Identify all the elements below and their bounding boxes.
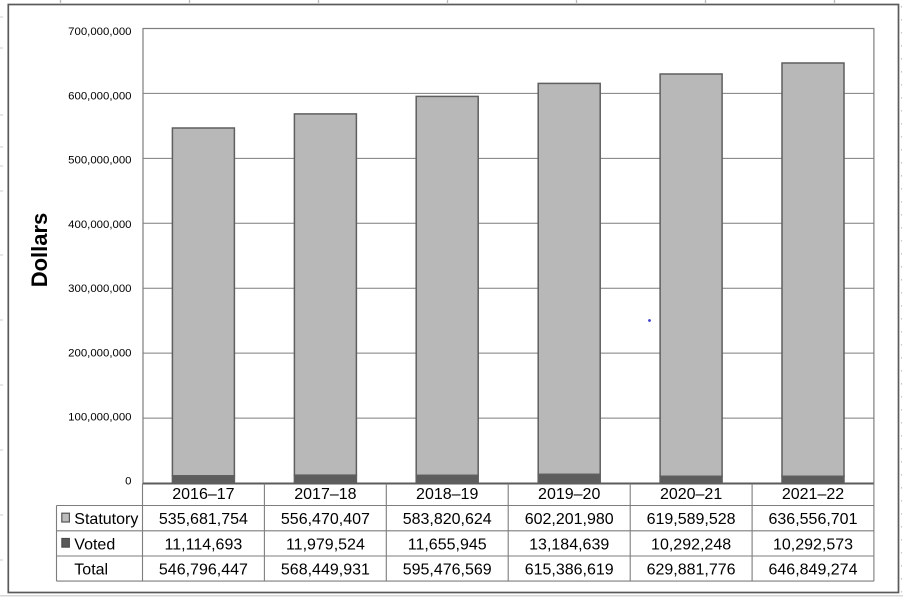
svg-text:500,000,000: 500,000,000 xyxy=(68,155,131,167)
svg-text:Statutory: Statutory xyxy=(74,511,138,528)
svg-text:700,000,000: 700,000,000 xyxy=(68,26,131,38)
svg-text:2020–21: 2020–21 xyxy=(660,486,722,503)
svg-text:Total: Total xyxy=(74,561,108,578)
svg-text:2018–19: 2018–19 xyxy=(416,486,478,503)
svg-text:0: 0 xyxy=(125,476,131,488)
svg-text:636,556,701: 636,556,701 xyxy=(769,511,858,528)
svg-text:400,000,000: 400,000,000 xyxy=(68,219,131,231)
svg-text:2021–22: 2021–22 xyxy=(782,486,844,503)
svg-text:11,114,693: 11,114,693 xyxy=(165,536,243,553)
svg-text:600,000,000: 600,000,000 xyxy=(68,91,131,103)
svg-text:646,849,274: 646,849,274 xyxy=(769,561,858,578)
svg-text:583,820,624: 583,820,624 xyxy=(403,511,492,528)
svg-text:10,292,248: 10,292,248 xyxy=(651,536,731,553)
svg-text:615,386,619: 615,386,619 xyxy=(525,561,614,578)
svg-text:13,184,639: 13,184,639 xyxy=(529,536,609,553)
svg-text:10,292,573: 10,292,573 xyxy=(773,536,853,553)
svg-text:200,000,000: 200,000,000 xyxy=(68,348,131,360)
svg-text:2016–17: 2016–17 xyxy=(172,486,234,503)
svg-text:535,681,754: 535,681,754 xyxy=(159,511,248,528)
svg-text:619,589,528: 619,589,528 xyxy=(647,511,736,528)
svg-text:602,201,980: 602,201,980 xyxy=(525,511,614,528)
svg-text:11,655,945: 11,655,945 xyxy=(408,536,487,553)
svg-text:11,979,524: 11,979,524 xyxy=(286,536,365,553)
svg-text:2019–20: 2019–20 xyxy=(538,486,600,503)
svg-text:556,470,407: 556,470,407 xyxy=(281,511,370,528)
svg-text:2017–18: 2017–18 xyxy=(294,486,356,503)
svg-text:100,000,000: 100,000,000 xyxy=(68,412,131,424)
svg-text:629,881,776: 629,881,776 xyxy=(647,561,736,578)
svg-text:300,000,000: 300,000,000 xyxy=(68,283,131,295)
svg-text:595,476,569: 595,476,569 xyxy=(403,561,492,578)
svg-text:Voted: Voted xyxy=(74,536,115,553)
svg-text:568,449,931: 568,449,931 xyxy=(281,561,370,578)
svg-text:Dollars: Dollars xyxy=(27,213,52,288)
svg-text:546,796,447: 546,796,447 xyxy=(159,561,248,578)
